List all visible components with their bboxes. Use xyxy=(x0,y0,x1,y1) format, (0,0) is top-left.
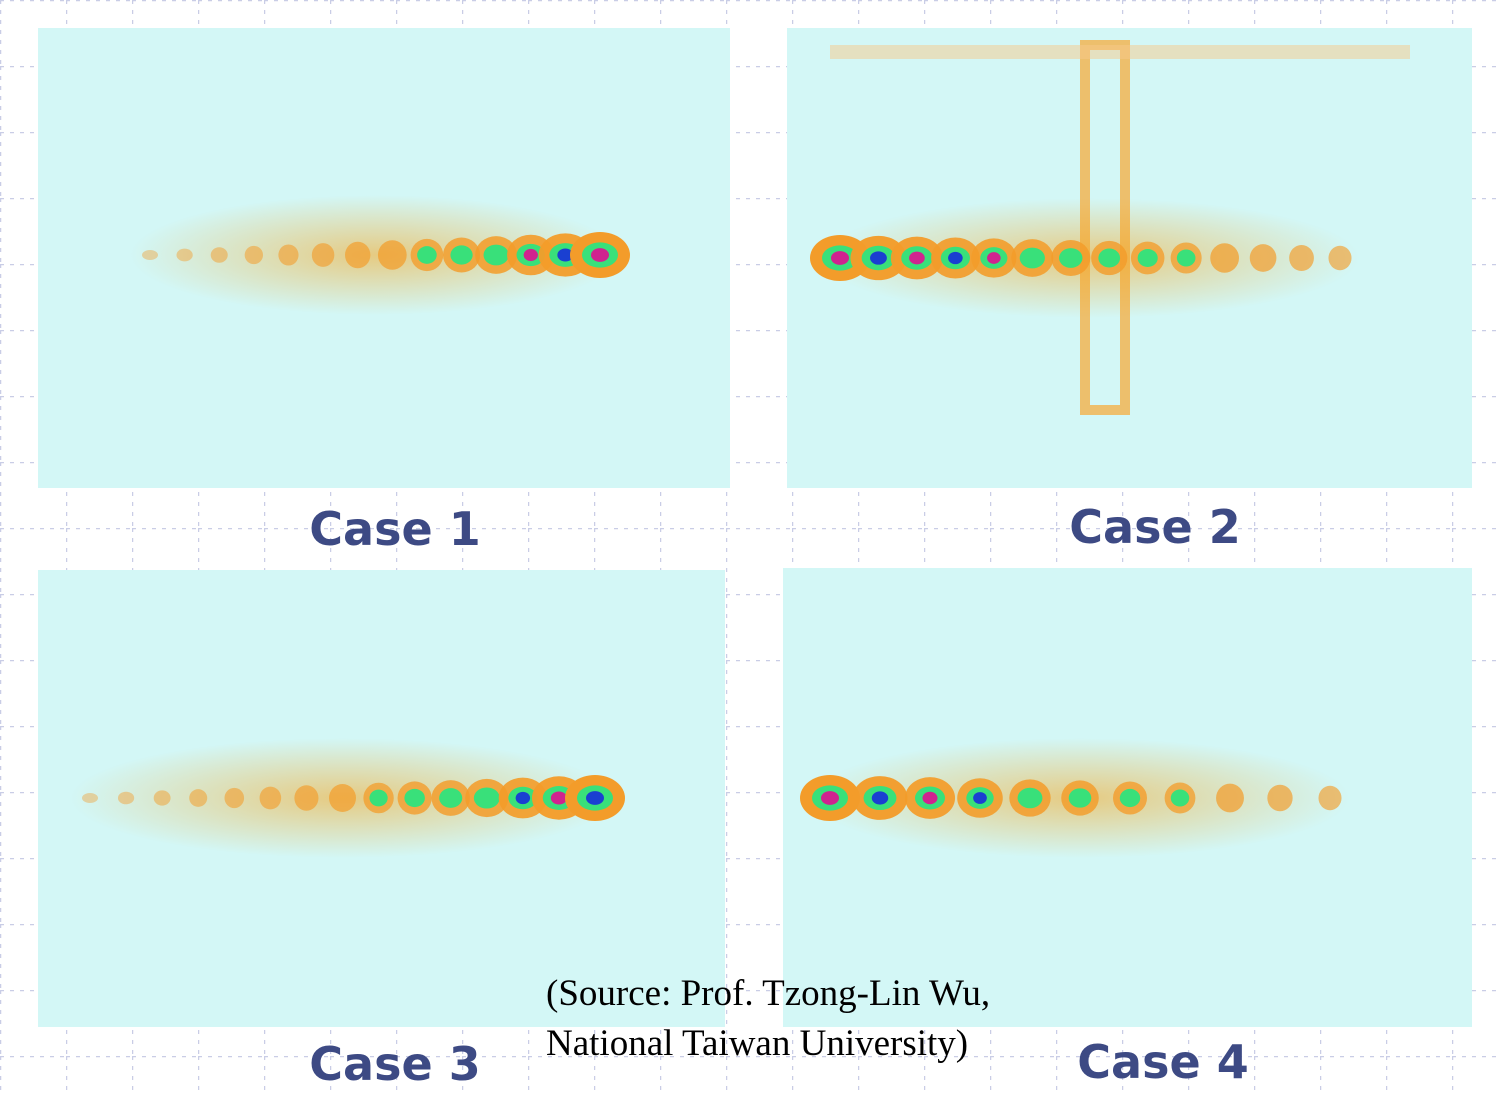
field-spot xyxy=(973,792,987,804)
field-spot xyxy=(294,785,319,811)
field-spot xyxy=(1249,244,1277,272)
field-spot xyxy=(1017,787,1043,809)
field-spot xyxy=(244,245,264,265)
case-label: Case 3 xyxy=(309,1037,480,1091)
field-spot xyxy=(591,248,609,262)
field-spot xyxy=(130,195,620,315)
field-spot xyxy=(1137,249,1158,267)
field-spot xyxy=(278,244,299,266)
field-spot xyxy=(345,241,371,269)
field-spot xyxy=(329,784,356,812)
field-spot xyxy=(404,788,425,808)
field-spot xyxy=(987,252,1001,264)
case-label: Case 1 xyxy=(309,502,480,556)
field-spot xyxy=(870,251,887,265)
field-spot xyxy=(1098,248,1121,268)
field-spot xyxy=(948,251,963,265)
field-spot xyxy=(311,243,335,267)
case-label: Case 4 xyxy=(1077,1035,1248,1089)
field-spot xyxy=(417,246,437,264)
field-spot xyxy=(1176,249,1196,267)
field-spot xyxy=(176,248,193,262)
field-spot xyxy=(922,791,938,805)
case-label: Case 2 xyxy=(1069,500,1240,554)
field-spot xyxy=(1318,785,1342,811)
field-spot xyxy=(557,248,574,262)
field-spot xyxy=(1289,244,1314,272)
field-spot xyxy=(550,791,568,805)
field-spot xyxy=(450,245,473,265)
field-spot xyxy=(1210,243,1239,273)
source-note: National Taiwan University) xyxy=(546,1023,968,1064)
field-spot xyxy=(142,250,158,260)
field-spot xyxy=(224,787,245,809)
field-spot xyxy=(821,791,839,805)
field-spot xyxy=(1119,788,1141,808)
field-spot xyxy=(369,789,388,807)
field-spot xyxy=(1216,783,1244,813)
field-spot xyxy=(117,791,135,805)
field-spot xyxy=(1068,788,1092,808)
field-spot xyxy=(1059,248,1083,268)
field-spot xyxy=(909,251,925,265)
field-spot xyxy=(586,791,604,805)
field-spot xyxy=(1328,245,1352,271)
field-spot xyxy=(1170,789,1190,807)
field-spot xyxy=(153,790,171,806)
field-spot xyxy=(483,244,509,266)
field-spot xyxy=(1019,247,1045,269)
source-note: (Source: Prof. Tzong-Lin Wu, xyxy=(546,973,990,1014)
field-spot xyxy=(871,791,889,805)
field-spot xyxy=(1267,784,1293,812)
field-spot xyxy=(523,248,538,262)
field-spot xyxy=(377,240,407,270)
field-spot xyxy=(473,787,500,809)
panels xyxy=(38,28,1472,1027)
field-spot xyxy=(515,791,531,805)
field-spot xyxy=(259,786,282,810)
field-spot xyxy=(439,788,463,808)
field-spot xyxy=(189,789,208,807)
field-spot xyxy=(210,247,228,263)
field-spot xyxy=(82,793,98,803)
trace xyxy=(830,45,1410,59)
field-spot xyxy=(831,251,849,265)
